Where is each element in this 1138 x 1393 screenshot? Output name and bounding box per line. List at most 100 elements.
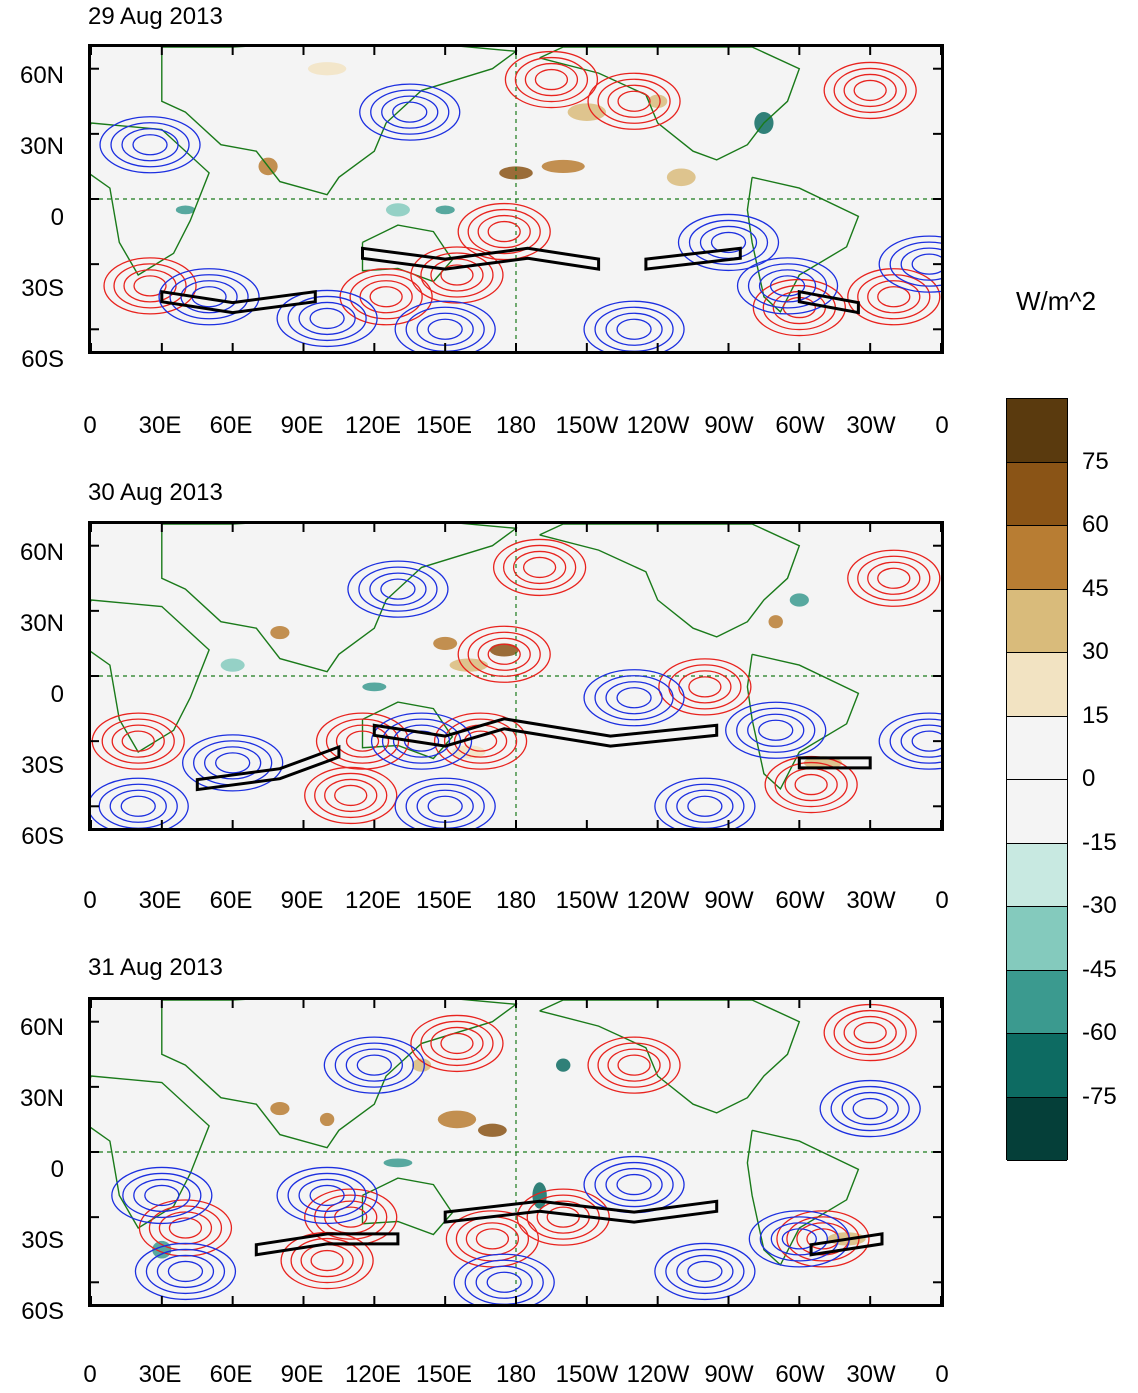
mask-contour — [160, 289, 317, 315]
positive-contour — [857, 555, 931, 601]
positive-contour — [91, 712, 185, 770]
negative-contour — [91, 777, 189, 828]
positive-contour — [339, 268, 433, 326]
lon-tick-label: 180 — [495, 1361, 537, 1388]
positive-contour — [524, 62, 579, 97]
positive-contour — [514, 56, 589, 103]
mask-contour — [443, 1199, 719, 1224]
negative-contour — [654, 777, 756, 828]
lon-tick-label: 150E — [415, 1361, 473, 1388]
positive-contour — [853, 1021, 887, 1044]
lat-tick-label: 60N — [19, 539, 64, 566]
positive-contour — [877, 567, 911, 589]
positive-contour — [420, 1020, 494, 1067]
positive-contour — [607, 1048, 661, 1082]
map-panel-1 — [88, 44, 944, 354]
negative-contour — [687, 795, 723, 817]
positive-contour — [123, 269, 177, 303]
negative-contour — [594, 675, 674, 721]
negative-contour — [758, 269, 817, 303]
positive-contour — [420, 252, 494, 298]
positive-contour — [487, 643, 521, 665]
shade-blob — [307, 62, 347, 76]
colorbar-swatch — [1007, 653, 1067, 717]
coastline-path — [161, 524, 518, 673]
negative-contour — [158, 268, 260, 326]
positive-contour — [345, 730, 380, 752]
negative-contour — [583, 669, 685, 727]
negative-contour — [405, 783, 485, 828]
colorbar — [1006, 398, 1068, 1161]
negative-contour — [392, 724, 451, 758]
positive-contour — [465, 1222, 520, 1256]
lat-tick-label: 30S — [21, 1227, 64, 1254]
negative-contour — [215, 752, 251, 774]
mask-contour — [372, 717, 719, 748]
negative-contour — [770, 1222, 828, 1256]
lon-tick-label: 120W — [626, 412, 690, 439]
lon-tick-label: 0 — [935, 1361, 949, 1388]
shade-blob — [383, 1158, 413, 1168]
negative-contour — [889, 718, 941, 764]
colorbar-unit-label: W/m^2 — [1016, 286, 1097, 316]
positive-contour — [443, 718, 518, 764]
shade-blob — [789, 593, 809, 607]
shade-blob — [451, 745, 486, 759]
negative-contour — [688, 219, 769, 266]
positive-contour — [487, 220, 521, 243]
lon-tick-label: 30W — [846, 412, 896, 439]
negative-contour — [132, 134, 168, 156]
negative-contour — [583, 300, 685, 351]
lon-tick-label: 90E — [280, 412, 324, 439]
colorbar-tick-label: 30 — [1082, 638, 1109, 665]
negative-contour — [676, 1254, 734, 1289]
negative-contour — [889, 241, 941, 287]
negative-contour — [298, 301, 356, 336]
negative-contour — [347, 560, 449, 618]
positive-contour — [430, 1026, 484, 1061]
shade-blob — [220, 658, 245, 672]
negative-contour — [134, 1242, 237, 1301]
lon-tick-label: 30E — [138, 887, 182, 914]
positive-contour — [853, 79, 887, 102]
negative-contour — [121, 128, 179, 162]
negative-contour — [110, 122, 190, 168]
negative-contour — [416, 789, 474, 823]
negative-contour — [392, 101, 428, 123]
positive-contour — [335, 724, 390, 758]
negative-contour — [900, 247, 941, 281]
mask-contours — [160, 246, 860, 315]
negative-contour — [583, 1155, 685, 1214]
negative-contour — [486, 1271, 522, 1293]
negative-contour — [464, 1259, 544, 1304]
lon-tick-label: 30E — [138, 412, 182, 439]
shade-blob — [270, 625, 290, 640]
lon-tick-label: 150E — [415, 887, 473, 914]
lon-tick-label: 90E — [280, 887, 324, 914]
lon-tick-label: 150W — [555, 412, 619, 439]
negative-contour — [676, 789, 734, 823]
colorbar-swatch — [1007, 843, 1067, 907]
positive-contour — [784, 767, 838, 802]
positive-contour — [776, 1210, 870, 1268]
negative-contour — [276, 289, 378, 348]
positive-contour — [833, 67, 907, 114]
positive-contour — [847, 268, 941, 326]
negative-contour — [677, 213, 780, 272]
lat-tick-label: 30N — [19, 610, 64, 637]
lat-tick-label: 0 — [50, 1156, 64, 1183]
negative-contour — [747, 263, 828, 309]
negative-contour — [852, 1097, 888, 1120]
negative-contour — [144, 1184, 180, 1207]
negative-contour — [145, 1248, 226, 1295]
positive-contour — [512, 550, 567, 585]
negative-contour — [427, 318, 463, 340]
mask-contour — [797, 289, 860, 315]
lon-tick-label: 60E — [209, 412, 253, 439]
negative-contour — [710, 231, 747, 254]
coastlines — [91, 524, 860, 791]
negative-contour — [370, 712, 473, 770]
positive-contour — [359, 280, 413, 314]
negative-contour — [356, 1054, 392, 1076]
positive-contour — [597, 1042, 671, 1088]
